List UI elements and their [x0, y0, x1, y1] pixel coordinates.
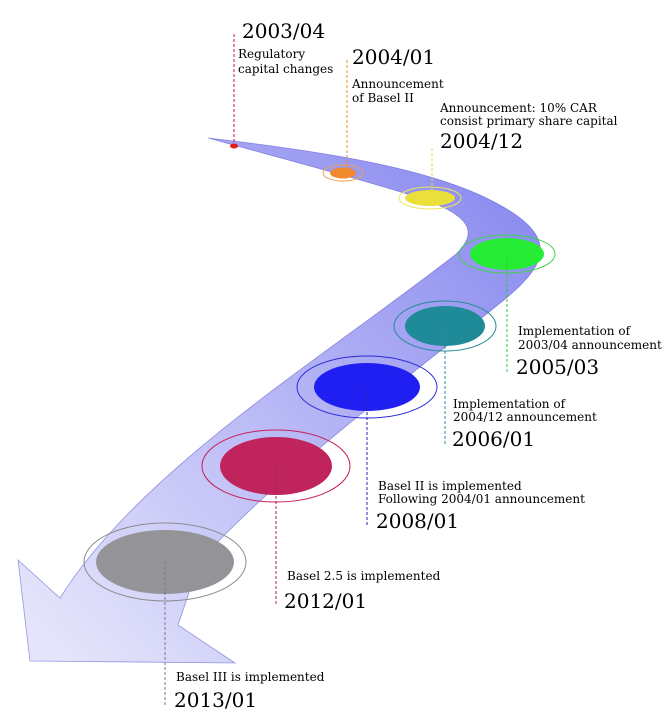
- milestone-description: Basel 2.5 is implemented: [287, 569, 441, 583]
- milestone-date: 2004/12: [440, 129, 523, 153]
- milestone-date: 2003/04: [242, 19, 325, 43]
- milestone-ring: [398, 186, 462, 210]
- milestone-description: Announcement of Basel II: [351, 77, 448, 105]
- milestone-description: Implementation of 2004/12 announcement: [453, 397, 597, 424]
- milestone-2008-01: Basel II is implemented Following 2004/0…: [296, 355, 585, 533]
- milestone-date: 2012/01: [284, 589, 367, 613]
- milestone-date: 2008/01: [376, 509, 459, 533]
- milestone-2005-03: Implementation of 2003/04 announcement 2…: [458, 234, 662, 379]
- milestone-description: Announcement: 10% CAR consist primary sh…: [439, 101, 618, 128]
- milestone-marker: [330, 167, 356, 179]
- milestone-2004-01: 2004/01 Announcement of Basel II: [322, 45, 448, 182]
- milestone-date: 2005/03: [516, 355, 599, 379]
- milestone-2003-04: 2003/04 Regulatory capital changes: [230, 19, 333, 149]
- milestone-2012-01: Basel 2.5 is implemented 2012/01: [201, 429, 441, 613]
- milestone-ring: [83, 522, 247, 602]
- milestone-date: 2013/01: [174, 688, 257, 712]
- milestone-marker: [230, 143, 238, 149]
- milestone-marker: [405, 190, 455, 206]
- milestone-2004-12: 2004/12 Announcement: 10% CAR consist pr…: [398, 101, 618, 210]
- milestone-date: 2006/01: [452, 427, 535, 451]
- milestone-description: Implementation of 2003/04 announcement: [518, 324, 662, 352]
- milestone-date: 2004/01: [352, 45, 435, 69]
- milestone-description: Regulatory capital changes: [238, 47, 333, 76]
- milestone-description: Basel II is implemented Following 2004/0…: [378, 479, 585, 506]
- milestone-ring: [322, 164, 364, 182]
- milestone-ring: [458, 234, 556, 274]
- milestone-description: Basel III is implemented: [176, 670, 325, 684]
- milestone-2006-01: Implementation of 2004/12 announcement 2…: [393, 300, 597, 451]
- milestone-2013-01: Basel III is implemented 2013/01: [83, 522, 325, 712]
